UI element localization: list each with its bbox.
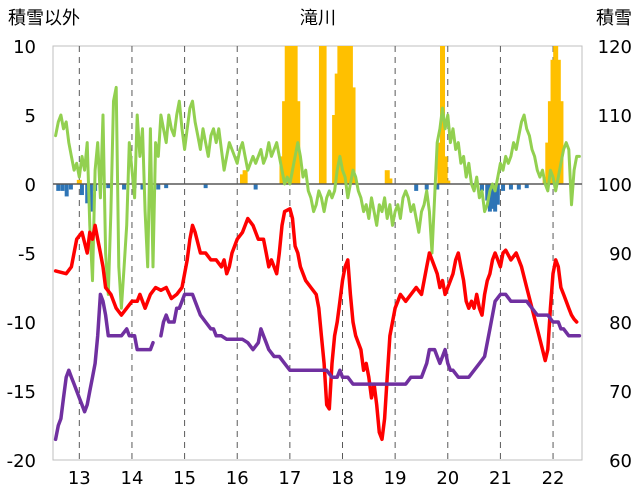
y-left-tick-label: 0 xyxy=(25,175,36,196)
y-left-tick-label: -10 xyxy=(7,313,36,334)
snow-bar xyxy=(545,142,551,184)
precip-bar xyxy=(88,184,93,212)
x-tick-label: 18 xyxy=(331,468,354,489)
precip-bar xyxy=(495,184,500,205)
snow-bar xyxy=(287,46,293,184)
plot-area: 13 14 15 16 17 18 19 20 21 22 10 5 0 -5 -10 -15 -20 120 11… xyxy=(7,37,632,489)
x-tick-label: 19 xyxy=(384,468,407,489)
purple-line xyxy=(159,292,582,386)
snow-bar xyxy=(292,46,298,184)
x-tick-label: 21 xyxy=(489,468,512,489)
precip-bar xyxy=(493,184,498,212)
snow-bar xyxy=(318,46,324,184)
precip-bar xyxy=(85,184,90,204)
precip-bar xyxy=(106,184,111,189)
precip-bar xyxy=(164,184,169,189)
x-tick-label: 13 xyxy=(68,468,91,489)
precip-bar xyxy=(68,184,73,190)
y-right-tick-label: 100 xyxy=(598,175,632,196)
snow-bar xyxy=(347,46,353,184)
snow-bar xyxy=(442,156,448,184)
y-right-tick-label: 90 xyxy=(609,244,632,265)
y-right-tick-label: 60 xyxy=(609,451,632,472)
precip-bar xyxy=(56,184,61,191)
snow-bar xyxy=(387,178,393,184)
snow-bar xyxy=(76,179,82,184)
precip-bar xyxy=(79,184,84,196)
snow-bar xyxy=(558,101,564,184)
precip-bar xyxy=(479,184,484,191)
precip-bar xyxy=(524,184,529,189)
x-tick-label: 22 xyxy=(542,468,565,489)
snow-bar xyxy=(547,101,553,184)
precip-bar xyxy=(516,184,521,190)
precip-bar xyxy=(60,184,65,191)
snow-bar xyxy=(321,46,327,184)
red-line xyxy=(53,207,579,442)
snow-bar xyxy=(437,142,443,184)
precip-bar xyxy=(122,184,127,190)
y-right-tick-label: 110 xyxy=(598,106,632,127)
snow-bar xyxy=(555,59,561,184)
y-right-tick-label: 70 xyxy=(609,382,632,403)
precip-bar xyxy=(253,184,258,190)
snow-bar xyxy=(553,46,559,184)
x-tick-label: 17 xyxy=(278,468,301,489)
snow-bar xyxy=(345,46,351,184)
snow-bar xyxy=(284,46,290,184)
precip-bar xyxy=(424,184,429,190)
snow-bar xyxy=(342,46,348,184)
precip-bar xyxy=(64,184,69,197)
right-axis-label: 積雪 xyxy=(596,8,632,29)
snow-bar xyxy=(289,46,295,184)
snow-bar xyxy=(337,46,343,184)
snow-bar xyxy=(239,174,245,184)
snow-bar xyxy=(332,115,338,184)
left-axis-label: 積雪以外 xyxy=(8,8,80,29)
x-tick-label: 20 xyxy=(436,468,459,489)
precip-bar xyxy=(140,184,145,190)
precip-bar xyxy=(156,184,161,190)
precip-bar xyxy=(508,184,513,190)
y-left-tick-label: -15 xyxy=(7,382,36,403)
chart-title: 滝川 xyxy=(300,8,336,29)
snow-bar xyxy=(334,73,340,184)
precip-bar xyxy=(485,184,490,201)
green-line xyxy=(54,85,581,310)
purple-line xyxy=(53,292,155,442)
snow-bar xyxy=(340,46,346,184)
y-left-tick-label: 10 xyxy=(13,37,36,58)
x-tick-label: 14 xyxy=(121,468,144,489)
precip-bar xyxy=(490,184,495,209)
x-tick-label: 15 xyxy=(173,468,196,489)
snow-bar xyxy=(445,180,451,184)
precip-bar xyxy=(435,184,440,190)
snow-bar xyxy=(282,101,288,184)
snow-bar xyxy=(242,170,248,184)
precip-bar xyxy=(501,184,506,191)
y-left-tick-label: 5 xyxy=(25,106,36,127)
snow-bar xyxy=(384,170,390,184)
snow-bar xyxy=(550,59,556,184)
y-right-tick-label: 80 xyxy=(609,313,632,334)
y-left-tick-label: -5 xyxy=(18,244,36,265)
snow-bar xyxy=(350,87,356,184)
y-right-tick-label: 120 xyxy=(598,37,632,58)
precip-bar xyxy=(414,184,419,191)
x-tick-label: 16 xyxy=(226,468,249,489)
precip-bar xyxy=(203,184,208,189)
plot-frame xyxy=(52,45,583,461)
y-left-tick-label: -20 xyxy=(7,451,36,472)
